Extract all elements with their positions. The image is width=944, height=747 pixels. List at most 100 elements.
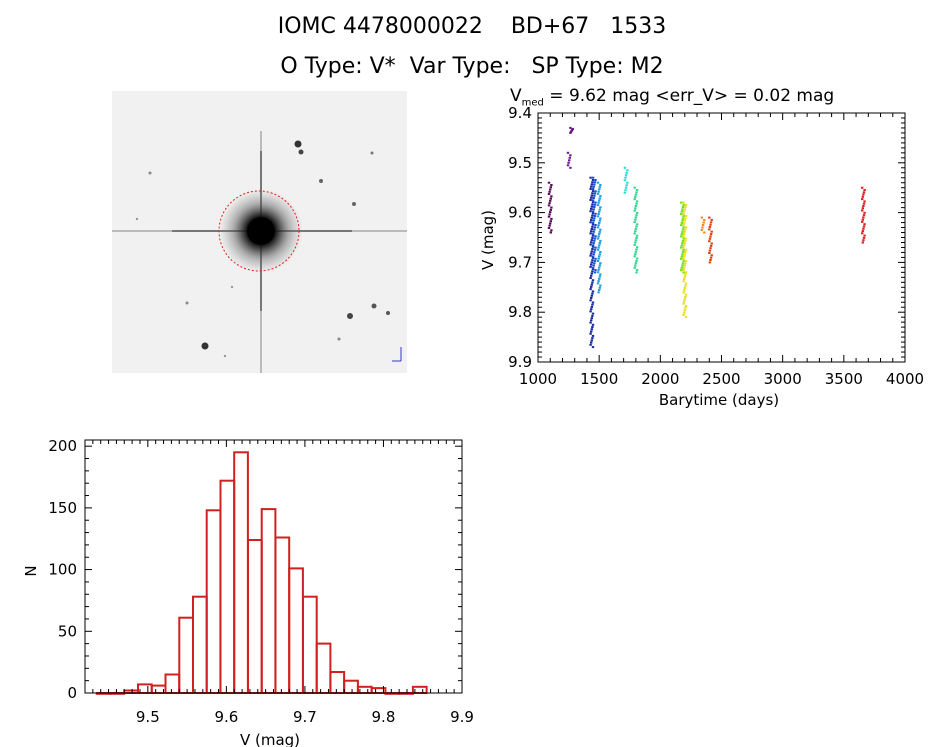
- light-curve-point: [589, 288, 592, 291]
- light-curve-point: [597, 268, 600, 271]
- light-curve-point: [635, 225, 638, 228]
- light-curve-point: [684, 237, 688, 240]
- target-circle: [218, 190, 300, 272]
- light-curve-point: [682, 271, 685, 274]
- light-curve-point: [591, 314, 594, 317]
- light-curve-point: [597, 224, 600, 227]
- light-curve-point: [683, 253, 686, 256]
- light-curve-point: [683, 309, 686, 312]
- light-curve-point: [684, 305, 688, 307]
- light-curve-point: [680, 266, 683, 269]
- light-curve-point: [590, 263, 593, 266]
- light-curve-point: [710, 242, 713, 245]
- light-curve-point: [549, 199, 552, 202]
- light-curve-point: [709, 247, 712, 250]
- light-curve-point: [591, 214, 594, 217]
- light-curve-point: [593, 248, 597, 251]
- light-curve-point: [682, 203, 685, 206]
- light-curve-point: [591, 179, 595, 181]
- light-curve-point: [591, 323, 595, 326]
- light-curve-point: [591, 248, 594, 250]
- light-curve-point: [591, 256, 595, 259]
- light-curve-point: [594, 269, 597, 272]
- light-curve-point: [599, 206, 602, 209]
- light-curve-point: [591, 266, 595, 269]
- light-curve-point: [550, 229, 553, 232]
- light-curve-point: [590, 205, 593, 208]
- light-curve-ytick-label: 9.4: [508, 104, 532, 122]
- light-curve-point: [862, 191, 866, 194]
- light-curve-point: [683, 287, 686, 289]
- light-curve-point: [597, 246, 600, 249]
- light-curve-point: [591, 244, 595, 247]
- light-curve-point: [590, 330, 593, 333]
- light-curve-point: [596, 237, 600, 240]
- light-curve-point: [550, 195, 553, 198]
- light-curve-point: [591, 279, 595, 282]
- light-curve-point: [681, 253, 684, 256]
- light-curve-point: [635, 202, 638, 205]
- light-curve-point: [710, 218, 713, 221]
- light-curve-ytick-label: 9.6: [508, 204, 532, 222]
- light-curve-point: [635, 269, 639, 272]
- light-curve-point: [635, 214, 638, 217]
- light-curve-point: [594, 201, 597, 204]
- light-curve-point: [684, 296, 687, 298]
- light-curve-ytick-label: 9.5: [508, 154, 532, 172]
- light-curve-point: [591, 268, 595, 271]
- light-curve-xtick-label: 2000: [641, 370, 679, 388]
- light-curve-point: [862, 216, 865, 219]
- field-star: [201, 342, 209, 350]
- light-curve-point: [683, 219, 686, 222]
- light-curve-point: [590, 272, 593, 275]
- light-curve-ytick-label: 9.9: [508, 353, 532, 371]
- light-curve-point: [549, 220, 552, 223]
- histogram-bar: [274, 536, 291, 694]
- light-curve-point: [589, 332, 592, 335]
- histogram-frame: [84, 439, 463, 694]
- light-curve-point: [548, 224, 551, 227]
- light-curve-xtick-label: 4000: [886, 370, 924, 388]
- light-curve-point: [861, 232, 864, 235]
- light-curve-xtick-label: 2500: [702, 370, 740, 388]
- light-curve-point: [591, 281, 594, 284]
- light-curve-point: [701, 224, 705, 226]
- light-curve-point: [592, 208, 595, 211]
- light-curve-point: [567, 161, 570, 164]
- light-curve-point: [624, 174, 628, 177]
- light-curve-xtick-label: 1500: [580, 370, 618, 388]
- light-curve-point: [682, 201, 685, 204]
- light-curve-point: [684, 307, 687, 310]
- light-curve-point: [598, 230, 601, 233]
- light-curve-point: [682, 224, 685, 227]
- light-curve-point: [593, 215, 597, 217]
- light-curve-point: [683, 210, 686, 213]
- light-curve-point: [703, 231, 706, 234]
- light-curve-point: [597, 213, 600, 215]
- light-curve-point: [589, 243, 592, 246]
- light-curve-point: [861, 220, 864, 223]
- light-curve-point: [680, 235, 683, 238]
- light-curve-point: [709, 221, 713, 224]
- light-curve-point: [592, 264, 595, 267]
- light-curve-point: [547, 215, 551, 218]
- light-curve-point: [589, 199, 592, 201]
- light-curve-point: [635, 234, 639, 237]
- light-curve-point: [596, 248, 600, 251]
- light-curve-point: [633, 221, 636, 223]
- light-curve-point: [593, 226, 597, 229]
- light-curve-point: [680, 224, 683, 227]
- light-curve-point: [680, 244, 683, 247]
- light-curve-point: [596, 192, 600, 195]
- histogram-bar: [178, 616, 195, 695]
- light-curve-point: [683, 264, 686, 267]
- light-curve-point: [683, 233, 686, 236]
- field-star: [294, 140, 302, 148]
- light-curve-point: [548, 213, 551, 216]
- light-curve-point: [590, 294, 593, 297]
- light-curve-point: [590, 339, 593, 342]
- light-curve-point: [633, 266, 636, 269]
- histogram-xtick-label: 9.5: [136, 708, 160, 726]
- light-curve-point: [862, 225, 866, 228]
- light-curve-point: [591, 234, 595, 237]
